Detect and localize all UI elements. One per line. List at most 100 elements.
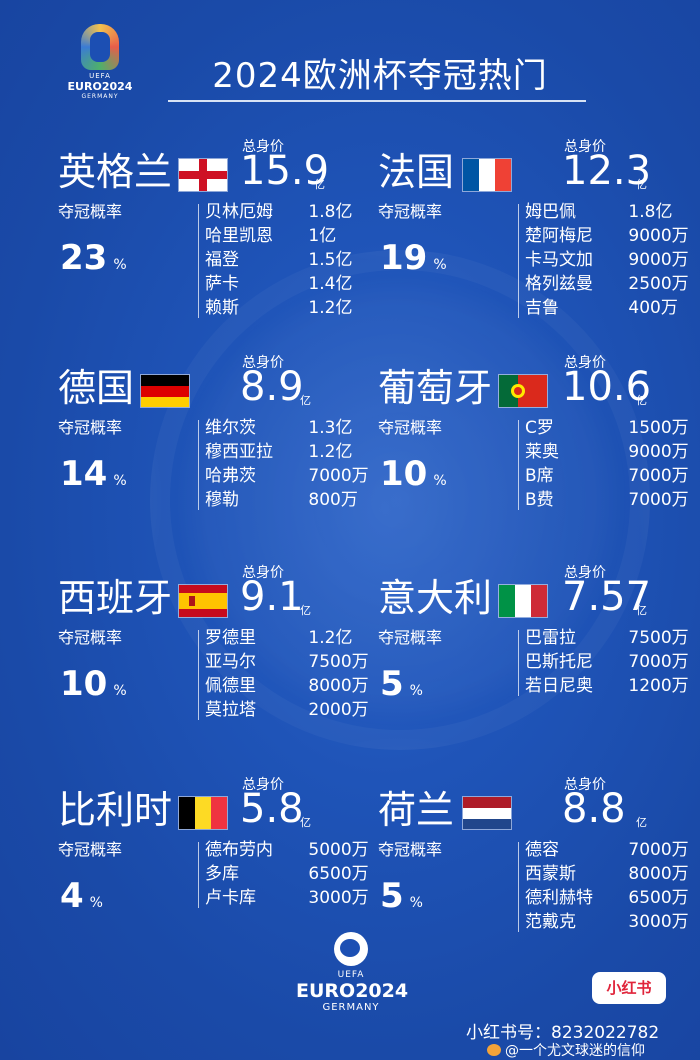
player-value: 1.4亿 (308, 274, 353, 294)
player-row: 亚马尔 7500万 (205, 650, 369, 674)
player-name: 莫拉塔 (205, 700, 256, 720)
player-value: 1.2亿 (308, 628, 353, 648)
france-flag-icon (462, 158, 512, 192)
team-card-france: 法国 总身价 12.3 亿 夺冠概率 19% 姆巴佩 1.8亿 楚阿梅尼 900… (378, 139, 689, 340)
percent-sign: % (113, 473, 127, 489)
player-row: 罗德里 1.2亿 (205, 626, 369, 650)
player-row: 莫拉塔 2000万 (205, 698, 369, 722)
value-unit: 亿 (636, 816, 647, 829)
win-probability: 23% (60, 238, 127, 278)
player-value: 9000万 (628, 250, 689, 270)
key-players-list: 贝林厄姆 1.8亿 哈里凯恩 1亿 福登 1.5亿 萨卡 1.4亿 赖斯 1.2… (205, 200, 352, 320)
total-value: 15.9 (240, 148, 330, 194)
country-name: 英格兰 (58, 150, 173, 194)
total-value-label: 总身价 (242, 355, 284, 371)
percent-sign: % (433, 257, 447, 273)
key-players-list: 巴雷拉 7500万 巴斯托尼 7000万 若日尼奥 1200万 (525, 626, 689, 698)
player-name: B席 (525, 466, 554, 486)
player-row: 巴雷拉 7500万 (525, 626, 689, 650)
total-value: 5.8 (240, 786, 304, 832)
player-row: B费 7000万 (525, 488, 689, 512)
bottom-uefa-text: UEFA (337, 970, 365, 980)
probability-label: 夺冠概率 (58, 202, 123, 221)
separator-line (198, 204, 199, 318)
player-name: 巴雷拉 (525, 628, 576, 648)
win-probability: 5% (380, 876, 423, 916)
country-name: 德国 (58, 366, 135, 410)
player-row: 卢卡库 3000万 (205, 886, 369, 910)
england-flag-icon (178, 158, 228, 192)
total-value-label: 总身价 (242, 565, 284, 581)
probability-label: 夺冠概率 (378, 418, 443, 437)
player-value: 6500万 (308, 864, 369, 884)
player-row: 莱奥 9000万 (525, 440, 689, 464)
player-value: 1200万 (628, 676, 689, 696)
player-name: 多库 (205, 864, 239, 884)
country-name: 西班牙 (58, 576, 173, 620)
player-value: 3000万 (308, 888, 369, 908)
netherlands-flag-icon (462, 796, 512, 830)
player-name: B费 (525, 490, 554, 510)
key-players-list: 德容 7000万 西蒙斯 8000万 德利赫特 6500万 范戴克 3000万 (525, 838, 689, 934)
team-card-belgium: 比利时 总身价 5.8 亿 夺冠概率 4% 德布劳内 5000万 多库 6500… (58, 777, 369, 978)
player-row: 佩德里 8000万 (205, 674, 369, 698)
total-value-label: 总身价 (242, 777, 284, 793)
player-value: 2500万 (628, 274, 689, 294)
player-row: 若日尼奥 1200万 (525, 674, 689, 698)
percent-sign: % (89, 895, 103, 911)
total-value-label: 总身价 (564, 777, 606, 793)
player-row: 哈弗茨 7000万 (205, 464, 369, 488)
percent-sign: % (113, 683, 127, 699)
player-value: 1.2亿 (308, 442, 353, 462)
country-name: 意大利 (378, 576, 493, 620)
player-name: 哈弗茨 (205, 466, 256, 486)
weibo-watermark: @一个尤文球迷的信仰 (487, 1040, 645, 1060)
player-name: 赖斯 (205, 298, 239, 318)
country-name: 法国 (378, 150, 455, 194)
player-row: B席 7000万 (525, 464, 689, 488)
total-value: 10.6 (562, 364, 652, 410)
separator-line (518, 842, 519, 932)
player-value: 1500万 (628, 418, 689, 438)
total-value: 9.1 (240, 574, 304, 620)
key-players-list: C罗 1500万 莱奥 9000万 B席 7000万 B费 7000万 (525, 416, 689, 512)
player-value: 1亿 (308, 226, 337, 246)
player-name: 维尔茨 (205, 418, 256, 438)
player-name: 穆勒 (205, 490, 239, 510)
probability-label: 夺冠概率 (378, 202, 443, 221)
separator-line (198, 630, 199, 720)
player-row: 贝林厄姆 1.8亿 (205, 200, 352, 224)
country-name: 荷兰 (378, 788, 455, 832)
player-name: 若日尼奥 (525, 676, 593, 696)
total-value-label: 总身价 (564, 355, 606, 371)
player-value: 7000万 (628, 652, 689, 672)
euro2024-logo: UEFA EURO2024 GERMANY (64, 24, 136, 108)
title-divider (168, 100, 586, 102)
player-value: 6500万 (628, 888, 689, 908)
probability-value: 10 (380, 454, 428, 494)
logo-germany-text: GERMANY (81, 93, 119, 100)
key-players-list: 姆巴佩 1.8亿 楚阿梅尼 9000万 卡马文加 9000万 格列兹曼 2500… (525, 200, 689, 320)
player-name: C罗 (525, 418, 554, 438)
separator-line (198, 842, 199, 908)
player-value: 800万 (308, 490, 358, 510)
player-name: 姆巴佩 (525, 202, 576, 222)
bottom-germany-text: GERMANY (322, 1002, 380, 1013)
player-name: 哈里凯恩 (205, 226, 273, 246)
player-value: 3000万 (628, 912, 689, 932)
player-name: 贝林厄姆 (205, 202, 273, 222)
player-name: 楚阿梅尼 (525, 226, 593, 246)
team-card-spain: 西班牙 总身价 9.1 亿 夺冠概率 10% 罗德里 1.2亿 亚马尔 7500… (58, 565, 369, 766)
player-row: 西蒙斯 8000万 (525, 862, 689, 886)
player-name: 萨卡 (205, 274, 239, 294)
player-value: 7000万 (308, 466, 369, 486)
player-name: 德容 (525, 840, 559, 860)
player-value: 1.8亿 (308, 202, 353, 222)
value-unit: 亿 (314, 178, 325, 191)
total-value-label: 总身价 (564, 565, 606, 581)
player-row: C罗 1500万 (525, 416, 689, 440)
player-name: 福登 (205, 250, 239, 270)
bottom-euro-text: EURO2024 (296, 980, 409, 1002)
player-value: 9000万 (628, 442, 689, 462)
weibo-handle: @一个尤文球迷的信仰 (505, 1043, 645, 1059)
